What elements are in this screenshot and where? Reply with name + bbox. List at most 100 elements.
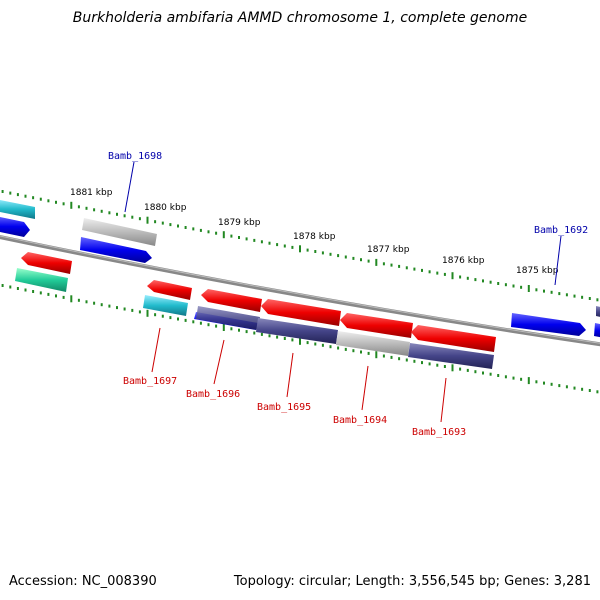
ruler-major-tick <box>527 377 530 385</box>
ruler-minor-tick <box>504 375 507 379</box>
ruler-major-tick <box>222 231 225 239</box>
ruler-major-tick <box>70 295 73 303</box>
ruler-minor-tick <box>100 303 103 307</box>
ruler-minor-tick <box>16 287 19 290</box>
ruler-minor-tick <box>283 244 286 248</box>
gene-feature-edge-slate[interactable] <box>596 306 600 318</box>
ruler-minor-tick <box>504 283 507 287</box>
ruler-label: 1875 kbp <box>516 266 559 276</box>
ruler-minor-tick <box>428 270 431 274</box>
ruler-minor-tick <box>77 298 80 302</box>
ruler-major-tick <box>146 309 149 317</box>
ruler-minor-tick <box>413 359 416 363</box>
gene-label-bamb-1695[interactable]: Bamb_1695 <box>257 402 311 413</box>
ruler-minor-tick <box>550 382 553 386</box>
ruler-minor-tick <box>116 306 118 310</box>
ruler-minor-tick <box>268 241 271 245</box>
ruler-minor-tick <box>238 236 240 239</box>
ruler-ticks-lower <box>1 284 599 394</box>
ruler-minor-tick <box>421 268 423 272</box>
ruler-minor-tick <box>131 215 134 219</box>
ruler-minor-tick <box>184 318 187 322</box>
ruler-minor-tick <box>482 371 484 375</box>
ruler-minor-tick <box>398 357 401 361</box>
gene-feature-gray[interactable] <box>336 331 410 356</box>
ruler-minor-tick <box>588 389 591 392</box>
ruler-minor-tick <box>443 272 446 276</box>
gene-bamb-1692[interactable] <box>511 313 586 336</box>
ruler-minor-tick <box>207 230 210 234</box>
ruler-minor-tick <box>245 330 248 334</box>
ruler-minor-tick <box>62 202 65 206</box>
gene-feature-slate[interactable] <box>408 343 494 369</box>
ruler-minor-tick <box>85 206 88 210</box>
ruler-minor-tick <box>108 211 111 215</box>
ruler-minor-tick <box>314 342 317 346</box>
gene-bamb-1698[interactable] <box>80 237 152 263</box>
leader-line-bamb-1694 <box>361 365 369 411</box>
ruler-minor-tick <box>306 248 309 252</box>
ruler-minor-tick <box>215 231 218 235</box>
gene-feature-slate[interactable] <box>256 318 338 344</box>
ruler-minor-tick <box>24 288 27 292</box>
gene-bamb-1695[interactable] <box>261 299 341 326</box>
ruler-minor-tick <box>428 362 431 366</box>
gene-label-bamb-1693[interactable]: Bamb_1693 <box>412 427 466 438</box>
ruler-minor-tick <box>512 284 515 288</box>
gene-label-bamb-1697[interactable]: Bamb_1697 <box>123 376 177 387</box>
ruler-minor-tick <box>436 271 439 275</box>
gene-feature-teal[interactable] <box>15 268 68 292</box>
gene-feature-edge-blue[interactable] <box>594 323 600 338</box>
ruler-minor-tick <box>344 347 347 351</box>
ruler-minor-tick <box>39 291 42 295</box>
ruler-minor-tick <box>466 276 469 280</box>
ruler-minor-tick <box>169 316 172 320</box>
gene-feature-cyan[interactable] <box>0 199 35 219</box>
ruler-minor-tick <box>131 308 134 312</box>
ruler-minor-tick <box>459 275 462 279</box>
gene-label-bamb-1698[interactable]: Bamb_1698 <box>108 151 162 162</box>
ruler-minor-tick <box>47 199 50 203</box>
gene-bamb-1696[interactable] <box>201 289 262 312</box>
ruler-minor-tick <box>390 263 393 267</box>
forward-strand-genes <box>0 199 600 338</box>
gene-feature-red[interactable] <box>21 252 72 274</box>
gene-bamb-1697[interactable] <box>143 295 188 316</box>
ruler-minor-tick <box>596 390 599 394</box>
ruler-minor-tick <box>573 386 576 390</box>
gene-bamb-1694[interactable] <box>340 313 413 338</box>
leader-line-bamb-1693 <box>440 377 447 423</box>
ruler-minor-tick <box>489 372 492 376</box>
ruler-minor-tick <box>382 354 385 358</box>
ruler-minor-tick <box>276 243 279 247</box>
ruler-minor-tick <box>215 324 218 328</box>
gene-label-bamb-1694[interactable]: Bamb_1694 <box>333 415 387 426</box>
ruler-minor-tick <box>543 289 545 293</box>
ruler-minor-tick <box>291 338 294 342</box>
ruler-minor-tick <box>62 295 65 299</box>
ruler-minor-tick <box>321 251 324 255</box>
gene-label-bamb-1692[interactable]: Bamb_1692 <box>534 225 588 236</box>
gene-feature-slate[interactable] <box>196 306 260 330</box>
ruler-major-tick <box>375 258 378 266</box>
ruler-label: 1881 kbp <box>70 188 113 198</box>
ruler-minor-tick <box>108 304 111 308</box>
gene-feature-gray[interactable] <box>82 218 157 246</box>
gene-bamb-1693[interactable] <box>411 325 496 352</box>
ruler-minor-tick <box>466 368 469 372</box>
ruler-minor-tick <box>321 343 324 347</box>
ruler-minor-tick <box>138 310 141 314</box>
ruler-minor-tick <box>581 295 584 299</box>
ruler-label: 1878 kbp <box>293 232 336 242</box>
ruler-minor-tick <box>314 250 317 253</box>
ruler-minor-tick <box>482 279 484 283</box>
ruler-minor-tick <box>123 307 126 311</box>
gene-feature-red[interactable] <box>147 280 192 300</box>
ruler-minor-tick <box>390 355 393 359</box>
ruler-minor-tick <box>421 361 423 365</box>
gene-feature-blue[interactable] <box>0 216 30 237</box>
leader-line-bamb-1692 <box>554 235 562 286</box>
ruler-minor-tick <box>344 255 347 259</box>
ruler-major-tick <box>146 216 149 224</box>
gene-label-bamb-1696[interactable]: Bamb_1696 <box>186 389 240 400</box>
